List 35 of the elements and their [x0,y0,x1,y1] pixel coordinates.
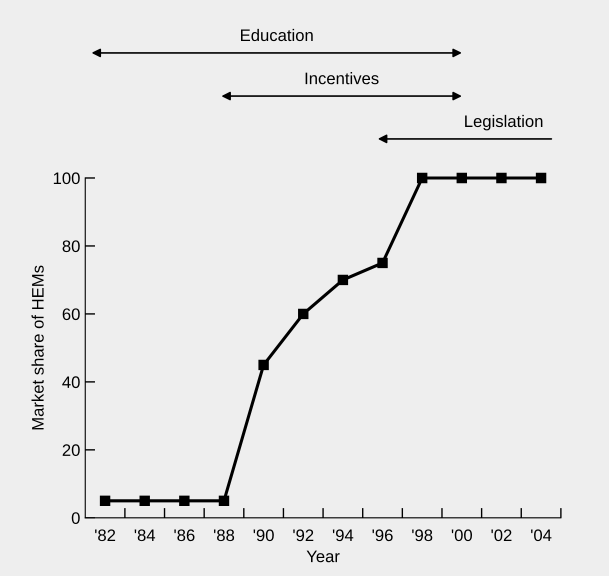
point [496,172,507,184]
x-tick-label: '82 [95,529,116,542]
text: Legislation [465,114,542,130]
x-axis-title: Year [306,550,340,562]
x-tick-label: '04 [531,529,552,542]
x-tick-label: '00 [452,529,472,542]
y-axis-title: Market share of HEMs [32,266,44,430]
point [218,496,230,506]
text: Incentives [306,72,379,84]
x-tick-label: '96 [372,529,393,542]
point [416,172,428,184]
point [298,308,308,320]
point [536,172,546,184]
x-tick-label: '94 [332,529,354,542]
point [179,496,190,506]
point [258,360,269,370]
y-tick-label: 40 [62,376,80,388]
x-tick-label: '02 [491,529,512,542]
y-tick-label: 0 [72,512,80,524]
x-tick-label: '84 [134,529,156,542]
y-tick-label: 20 [62,444,80,456]
y-tick-label: 60 [62,308,80,320]
point [377,258,388,268]
point [100,496,110,506]
y-tick-label: 80 [62,240,80,252]
point [140,496,150,506]
x-tick-label: '88 [214,529,234,542]
x-tick-label: '90 [254,529,274,542]
point [456,172,468,184]
point [338,274,348,286]
x-tick-label: '92 [293,529,314,542]
x-tick-label: '98 [412,529,432,542]
text: Education [241,28,313,42]
y-tick-label: 100 [54,172,80,184]
x-tick-label: '86 [174,529,194,542]
